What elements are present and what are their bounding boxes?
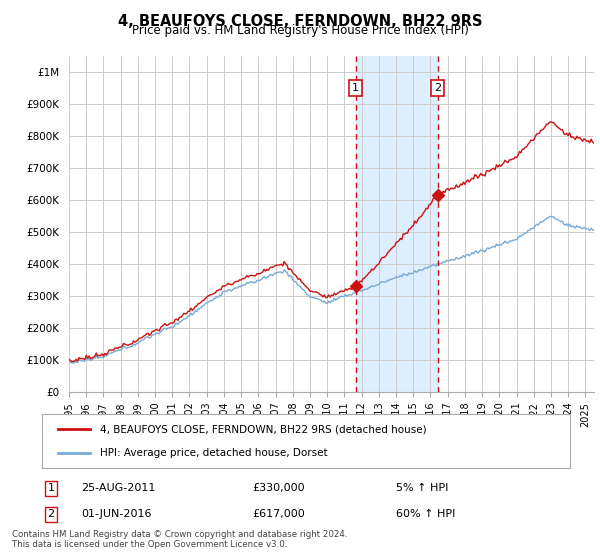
- Text: 25-AUG-2011: 25-AUG-2011: [81, 483, 155, 493]
- Text: This data is licensed under the Open Government Licence v3.0.: This data is licensed under the Open Gov…: [12, 540, 287, 549]
- Text: 4, BEAUFOYS CLOSE, FERNDOWN, BH22 9RS (detached house): 4, BEAUFOYS CLOSE, FERNDOWN, BH22 9RS (d…: [100, 424, 427, 435]
- Text: 60% ↑ HPI: 60% ↑ HPI: [396, 509, 455, 519]
- Text: 5% ↑ HPI: 5% ↑ HPI: [396, 483, 448, 493]
- Text: 2: 2: [434, 83, 441, 93]
- Text: 2: 2: [47, 509, 55, 519]
- Text: Price paid vs. HM Land Registry's House Price Index (HPI): Price paid vs. HM Land Registry's House …: [131, 24, 469, 37]
- Text: 01-JUN-2016: 01-JUN-2016: [81, 509, 151, 519]
- Text: 1: 1: [47, 483, 55, 493]
- Text: £330,000: £330,000: [252, 483, 305, 493]
- Text: £617,000: £617,000: [252, 509, 305, 519]
- Bar: [356, 56, 438, 392]
- Text: 4, BEAUFOYS CLOSE, FERNDOWN, BH22 9RS: 4, BEAUFOYS CLOSE, FERNDOWN, BH22 9RS: [118, 14, 482, 29]
- Text: Contains HM Land Registry data © Crown copyright and database right 2024.: Contains HM Land Registry data © Crown c…: [12, 530, 347, 539]
- Text: HPI: Average price, detached house, Dorset: HPI: Average price, detached house, Dors…: [100, 447, 328, 458]
- Text: 1: 1: [352, 83, 359, 93]
